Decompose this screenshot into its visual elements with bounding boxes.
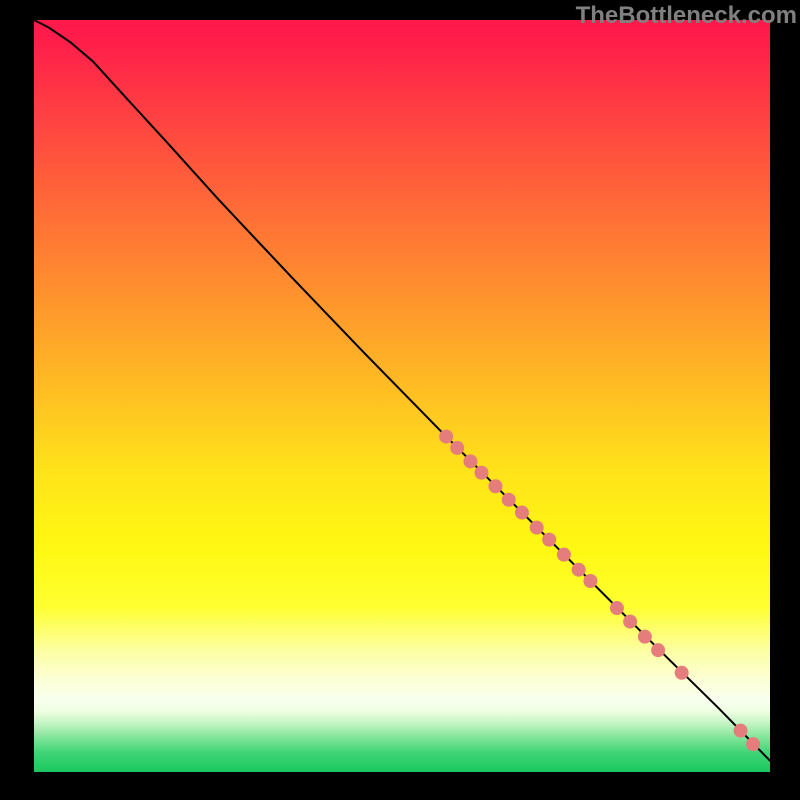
data-marker (675, 666, 689, 680)
data-marker (746, 737, 760, 751)
data-marker (557, 548, 571, 562)
data-marker (502, 493, 516, 507)
data-marker (651, 643, 665, 657)
chart-svg (0, 0, 800, 800)
data-marker (463, 454, 477, 468)
data-marker (610, 601, 624, 615)
watermark-text: TheBottleneck.com (576, 2, 797, 30)
data-marker (572, 563, 586, 577)
data-marker (542, 533, 556, 547)
data-marker (583, 574, 597, 588)
data-marker (450, 441, 464, 455)
plot-background (34, 20, 770, 772)
stage: TheBottleneck.com (0, 0, 800, 800)
data-marker (488, 479, 502, 493)
data-marker (623, 615, 637, 629)
data-marker (638, 630, 652, 644)
data-marker (530, 521, 544, 535)
data-marker (734, 724, 748, 738)
data-marker (515, 506, 529, 520)
data-marker (474, 466, 488, 480)
data-marker (439, 430, 453, 444)
